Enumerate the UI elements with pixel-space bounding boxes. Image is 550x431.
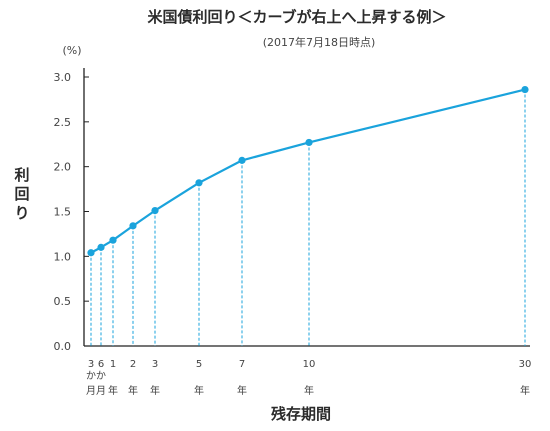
data-markers bbox=[87, 85, 529, 257]
x-tick-label: 年 bbox=[128, 384, 138, 397]
data-point bbox=[305, 138, 313, 147]
x-tick-label: 1 bbox=[110, 359, 116, 370]
y-tick-label: 0.0 bbox=[54, 340, 72, 353]
data-point bbox=[87, 249, 95, 257]
chart-title: 米国債利回り＜カーブが右上へ上昇する例＞ bbox=[147, 8, 446, 26]
y-axis-label-char: 利 bbox=[14, 166, 29, 184]
y-tick-label: 0.5 bbox=[54, 295, 72, 308]
drop-lines bbox=[90, 89, 526, 346]
x-tick-label: 3 bbox=[88, 359, 94, 370]
x-tick-label: か bbox=[86, 370, 96, 382]
x-tick-label: 年 bbox=[150, 384, 160, 397]
y-ticks: 0.0 0.5 1.0 1.5 2.0 2.5 3.0 bbox=[54, 71, 89, 353]
data-point bbox=[521, 85, 529, 94]
x-tick-label: 月 bbox=[96, 385, 106, 397]
x-tick-label: 3 bbox=[152, 359, 158, 370]
x-tick-label: 年 bbox=[304, 384, 314, 397]
y-unit-label: (%) bbox=[62, 44, 81, 57]
y-axis-label-char: り bbox=[14, 204, 29, 222]
y-axis-label-char: 回 bbox=[14, 185, 29, 203]
yield-series-line bbox=[90, 88, 526, 254]
y-axis-label: 利回り bbox=[14, 166, 29, 222]
x-tick-label: 2 bbox=[130, 359, 136, 370]
data-point bbox=[151, 207, 159, 215]
y-tick-label: 2.5 bbox=[54, 116, 72, 129]
y-tick-label: 2.0 bbox=[54, 161, 72, 174]
data-point bbox=[238, 156, 246, 164]
x-tick-label: 月 bbox=[86, 385, 96, 397]
y-tick-label: 1.0 bbox=[54, 250, 72, 263]
data-point bbox=[195, 179, 203, 187]
x-tick-label: 10 bbox=[303, 359, 316, 370]
x-tick-label: 6 bbox=[98, 359, 104, 370]
x-tick-label: 年 bbox=[520, 384, 530, 397]
y-tick-label: 1.5 bbox=[54, 206, 72, 219]
y-tick-label: 3.0 bbox=[54, 71, 72, 84]
x-tick-label: 年 bbox=[108, 384, 118, 397]
x-tick-label: 30 bbox=[519, 359, 532, 370]
x-tick-label: か bbox=[96, 370, 106, 382]
data-point bbox=[129, 222, 137, 230]
data-point bbox=[97, 243, 105, 251]
x-tick-label: 年 bbox=[237, 384, 247, 397]
x-axis-label: 残存期間 bbox=[271, 405, 331, 423]
x-tick-label: 5 bbox=[196, 359, 202, 370]
data-point bbox=[109, 236, 117, 244]
x-tick-label: 年 bbox=[194, 384, 204, 397]
chart-subtitle: (2017年7月18日時点) bbox=[263, 35, 376, 49]
x-tick-label: 7 bbox=[239, 359, 245, 370]
